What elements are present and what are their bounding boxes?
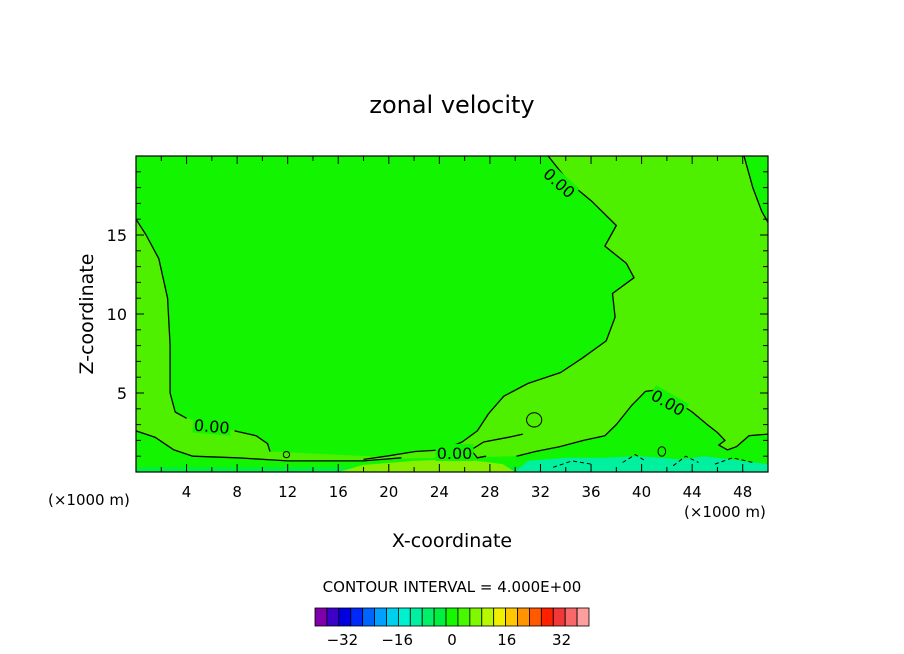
contour-label-bg-2 (192, 415, 232, 436)
colorbar-swatch (540, 607, 554, 627)
x-tick-label: 48 (733, 483, 752, 501)
contour-interval-label: CONTOUR INTERVAL = 4.000E+00 (323, 578, 582, 596)
region-positive-bottom (338, 459, 516, 472)
colorbar-swatch (505, 607, 518, 627)
x-tick-label: 36 (581, 483, 600, 501)
colorbar-swatch (409, 607, 423, 627)
contour-labels: 0.000.000.000.00 (192, 163, 690, 463)
colorbar-swatch (433, 607, 447, 627)
plot-area (136, 156, 768, 472)
y-axis-label: Z-coordinate (76, 254, 98, 375)
colorbar-swatch (576, 607, 590, 627)
x-tick-label: 12 (278, 483, 297, 501)
colorbar-swatch (493, 607, 507, 627)
contour-label-3: 0.00 (437, 444, 473, 463)
x-tick-label: 32 (531, 483, 550, 501)
colorbar-swatch (362, 607, 375, 627)
contour-label-bg-3 (435, 444, 474, 462)
colorbar-swatch (326, 607, 340, 627)
x-tick-label: 20 (379, 483, 398, 501)
small-contour-1 (526, 412, 543, 428)
colorbar-swatch (350, 607, 364, 627)
x-tick-label: 44 (683, 483, 702, 501)
colorbar-tick-label: 16 (497, 631, 516, 649)
region-weak-positive-left (136, 219, 402, 461)
y-tick-label: 10 (107, 305, 127, 324)
chart-title: zonal velocity (369, 91, 534, 119)
zero-contour-bottom-left (136, 430, 402, 462)
small-contour-3 (657, 446, 667, 457)
colorbar-swatch (564, 607, 578, 627)
x-tick-label: 40 (632, 483, 651, 501)
colorbar-swatch (386, 607, 399, 627)
colorbar-swatch (397, 607, 411, 627)
contour-label-bg-4 (647, 385, 690, 419)
negative-contour-3 (672, 455, 699, 467)
colorbar-swatch (445, 607, 459, 627)
small-contour-features (282, 412, 667, 459)
x-axis: 4 8 12 16 20 24 28 32 36 40 44 48 (160, 156, 752, 501)
zero-contour-left-tail (234, 430, 271, 452)
colorbar-swatch (457, 607, 471, 627)
x-unit-left: (×1000 m) (48, 491, 130, 509)
colorbar-swatch (421, 607, 435, 627)
contour-label-2: 0.00 (193, 416, 230, 438)
x-tick-label: 28 (480, 483, 499, 501)
colorbar-tick-label: −16 (381, 631, 413, 649)
colorbar-swatch (552, 607, 566, 627)
colorbar-tick-label: 0 (447, 631, 457, 649)
y-axis: 5 10 15 (107, 171, 768, 457)
colorbar-tick-label: 32 (552, 631, 571, 649)
y-tick-label: 15 (107, 226, 127, 245)
colorbar-swatch (529, 607, 542, 627)
x-tick-label: 16 (329, 483, 348, 501)
x-tick-label: 8 (232, 483, 242, 501)
x-tick-label: 4 (182, 483, 192, 501)
small-contour-2 (282, 450, 291, 459)
zero-contour-right-bump (516, 389, 659, 457)
colorbar-swatch (314, 607, 328, 627)
x-tick-label: 24 (430, 483, 449, 501)
zero-contour-top-right (743, 156, 768, 223)
zero-contour-right (675, 400, 768, 451)
colorbar-swatch (374, 607, 387, 627)
colorbar-tick-label: −32 (327, 631, 359, 649)
zero-contour-left (136, 218, 187, 419)
colorbar-swatch (469, 607, 483, 627)
contour-label-bg-1 (539, 163, 580, 202)
colorbar-swatch (517, 607, 530, 627)
x-axis-label: X-coordinate (392, 530, 512, 552)
zero-contour-bottom-mid (470, 433, 523, 459)
colorbar: −32 −16 0 16 32 (314, 607, 590, 649)
colorbar-swatch (338, 607, 352, 627)
negative-contour-2 (622, 454, 646, 463)
colorbar-swatch (481, 607, 495, 627)
y-tick-label: 5 (117, 384, 127, 403)
x-unit-right: (×1000 m) (684, 503, 766, 521)
region-weak-positive-right (363, 156, 768, 460)
